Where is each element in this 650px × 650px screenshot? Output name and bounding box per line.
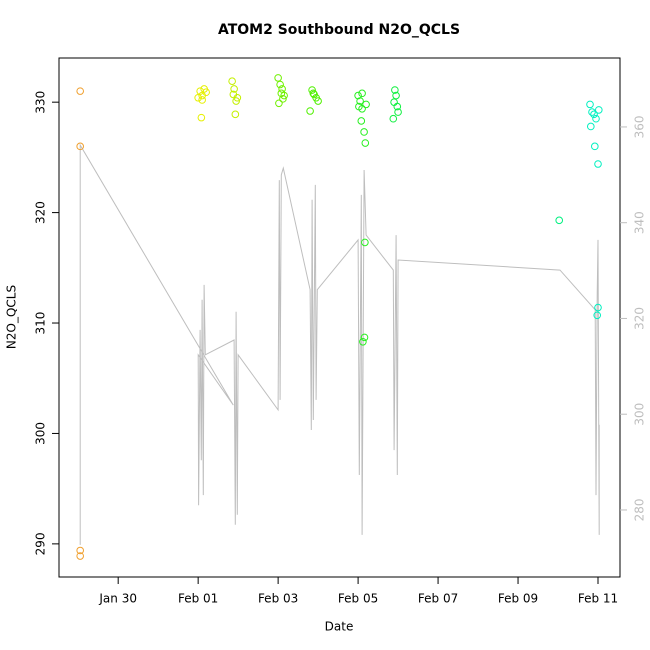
series-line	[79, 143, 600, 545]
point	[586, 100, 594, 109]
point	[360, 333, 369, 342]
y2-tick-label: 340	[633, 211, 647, 234]
point	[359, 337, 367, 346]
y-tick-label: 290	[34, 532, 48, 555]
point	[194, 93, 202, 102]
point	[276, 80, 284, 89]
point	[592, 114, 600, 123]
y-tick-label: 330	[34, 91, 48, 114]
point	[308, 86, 316, 94]
point	[593, 311, 602, 320]
x-tick-label: Feb 07	[418, 592, 458, 606]
y2-tick-label: 360	[633, 115, 647, 138]
point	[393, 102, 402, 111]
point	[594, 160, 602, 168]
point	[356, 97, 364, 105]
x-tick-label: Feb 11	[578, 592, 618, 606]
point	[391, 86, 399, 94]
point	[76, 546, 84, 555]
point	[275, 99, 283, 108]
point	[274, 74, 282, 82]
point	[361, 139, 370, 147]
point	[595, 106, 603, 114]
x-tick-label: Feb 03	[258, 592, 298, 606]
point	[394, 108, 402, 116]
x-tick-label: Feb 09	[498, 592, 538, 606]
point	[591, 142, 599, 151]
y2-tick-label: 320	[633, 307, 647, 330]
point	[233, 93, 242, 102]
point	[230, 85, 238, 93]
point	[389, 114, 398, 123]
point	[232, 97, 240, 105]
point	[361, 238, 369, 247]
y-axis-label: N2O_QCLS	[5, 285, 19, 349]
y-tick-label: 310	[34, 312, 48, 335]
point	[198, 96, 206, 104]
point	[357, 117, 366, 125]
point	[309, 89, 318, 98]
point	[279, 95, 287, 103]
y-tick-label: 300	[34, 422, 48, 445]
point	[362, 100, 370, 109]
y2-tick-label: 300	[633, 403, 647, 426]
point	[76, 552, 84, 560]
point	[590, 110, 598, 119]
point	[202, 88, 210, 97]
chart-title: ATOM2 Southbound N2O_QCLS	[218, 22, 460, 38]
point	[587, 122, 595, 131]
point	[588, 108, 596, 116]
point	[555, 216, 564, 225]
y-tick-label: 320	[34, 201, 48, 224]
point	[358, 104, 366, 113]
point	[314, 97, 322, 105]
point	[360, 128, 368, 136]
x-tick-label: Jan 30	[98, 592, 137, 606]
point	[231, 110, 240, 119]
point	[392, 91, 400, 100]
point	[228, 77, 236, 85]
point	[594, 303, 602, 312]
point	[280, 91, 288, 100]
point	[278, 85, 286, 93]
point	[358, 89, 366, 98]
point	[76, 142, 84, 151]
point	[76, 87, 84, 95]
point	[197, 113, 206, 122]
x-tick-label: Feb 05	[338, 592, 378, 606]
plot-box	[58, 57, 621, 578]
x-tick-label: Feb 01	[178, 592, 218, 606]
y2-tick-label: 280	[633, 499, 647, 522]
point	[306, 107, 314, 115]
x-axis-label: Date	[325, 620, 354, 634]
